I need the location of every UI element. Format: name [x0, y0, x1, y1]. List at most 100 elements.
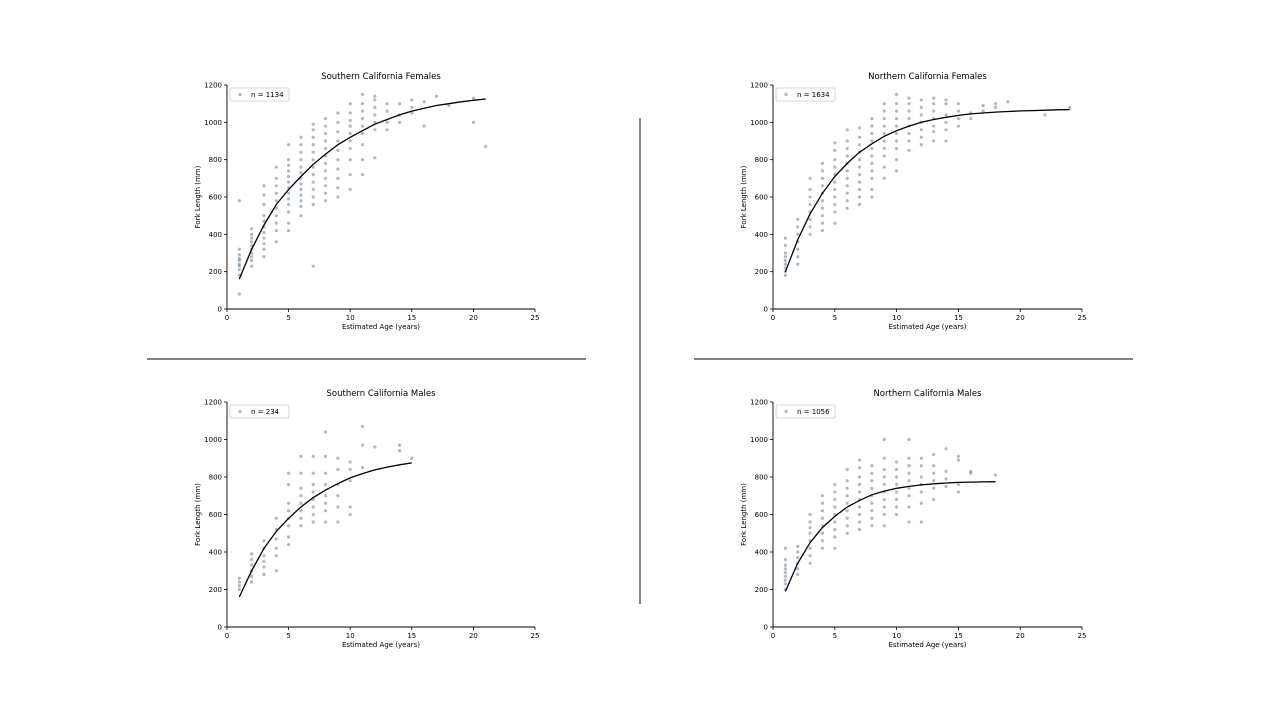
data-point	[944, 120, 948, 124]
data-point	[895, 482, 899, 487]
data-point	[299, 454, 303, 458]
y-tick-label: 600	[755, 194, 768, 202]
data-point	[323, 430, 328, 434]
data-point	[274, 516, 278, 520]
data-point	[262, 559, 266, 563]
legend-box	[775, 87, 836, 102]
data-point	[348, 146, 352, 151]
data-point	[336, 195, 340, 199]
data-point	[237, 584, 241, 588]
data-point	[981, 103, 985, 108]
data-point	[907, 479, 911, 483]
data-point	[882, 467, 886, 472]
data-point	[323, 161, 328, 165]
data-point	[323, 191, 328, 195]
data-point	[783, 582, 787, 586]
panel-northern-california-females: 0 5 10 15 20 25 0 200 400 600 800 1000 1200 Northern …	[740, 72, 1086, 331]
data-point	[323, 124, 328, 128]
x-tick-label: 10	[346, 632, 355, 640]
data-point	[237, 257, 241, 261]
data-point	[287, 210, 291, 214]
data-point	[299, 182, 303, 186]
data-point	[336, 130, 340, 134]
y-tick-label: 400	[209, 549, 222, 557]
data-point	[262, 184, 266, 188]
data-point	[250, 563, 254, 567]
fit-curve	[238, 462, 412, 598]
data-point	[287, 229, 291, 233]
data-point	[311, 505, 315, 509]
data-point	[323, 501, 328, 505]
data-point	[895, 146, 899, 151]
data-point	[907, 117, 911, 121]
data-point	[360, 424, 365, 428]
data-point	[397, 102, 402, 106]
data-point	[944, 139, 948, 143]
data-point	[944, 98, 948, 102]
data-point	[808, 512, 812, 517]
data-point	[833, 535, 837, 539]
data-point	[299, 187, 303, 192]
data-point	[870, 524, 874, 528]
data-point	[471, 120, 475, 124]
data-point	[820, 221, 825, 225]
data-point	[360, 92, 365, 96]
data-point	[360, 466, 365, 470]
data-point	[336, 167, 340, 171]
data-point	[833, 482, 837, 487]
x-tick-label: 15	[407, 632, 416, 640]
data-point	[919, 113, 923, 117]
data-point	[833, 148, 837, 152]
data-point	[932, 102, 936, 106]
x-tick-label: 5	[833, 632, 837, 640]
data-point	[336, 139, 340, 143]
data-point	[348, 131, 352, 136]
data-point	[833, 210, 837, 214]
y-tick-label: 1200	[750, 399, 768, 407]
data-point	[907, 131, 911, 136]
data-point	[895, 460, 899, 464]
data-point	[857, 466, 862, 470]
data-point	[287, 191, 291, 195]
data-point	[299, 150, 303, 154]
data-point	[274, 199, 278, 203]
x-tick-label: 20	[469, 632, 478, 640]
data-point	[857, 475, 862, 479]
data-point	[932, 130, 936, 134]
y-tick-label: 1000	[204, 436, 222, 444]
data-point	[857, 482, 862, 487]
data-point	[274, 537, 278, 541]
data-point	[796, 225, 800, 229]
legend-label: n = 1056	[797, 408, 830, 416]
data-point	[360, 109, 365, 113]
data-point	[808, 554, 812, 558]
data-point	[299, 143, 303, 147]
data-point	[944, 469, 948, 473]
data-point	[833, 158, 837, 162]
data-point	[820, 229, 825, 233]
data-point	[870, 169, 874, 173]
data-point	[250, 227, 254, 231]
data-point	[907, 486, 911, 490]
data-point	[870, 146, 874, 151]
x-tick-label: 20	[1016, 632, 1025, 640]
data-point	[907, 471, 911, 475]
data-point	[250, 557, 254, 562]
data-point	[274, 214, 278, 218]
data-point	[907, 520, 911, 524]
data-point	[932, 497, 936, 502]
data-point	[857, 505, 862, 509]
data-point	[373, 156, 377, 160]
data-point	[820, 206, 825, 210]
data-point	[274, 176, 278, 180]
data-point	[808, 217, 812, 221]
data-point	[870, 124, 874, 128]
data-point	[348, 139, 352, 143]
data-point	[870, 479, 874, 483]
data-point	[820, 184, 825, 188]
data-point	[919, 490, 923, 494]
data-point	[262, 572, 266, 577]
data-point	[250, 574, 254, 578]
data-point	[820, 161, 825, 165]
data-point	[397, 449, 402, 453]
